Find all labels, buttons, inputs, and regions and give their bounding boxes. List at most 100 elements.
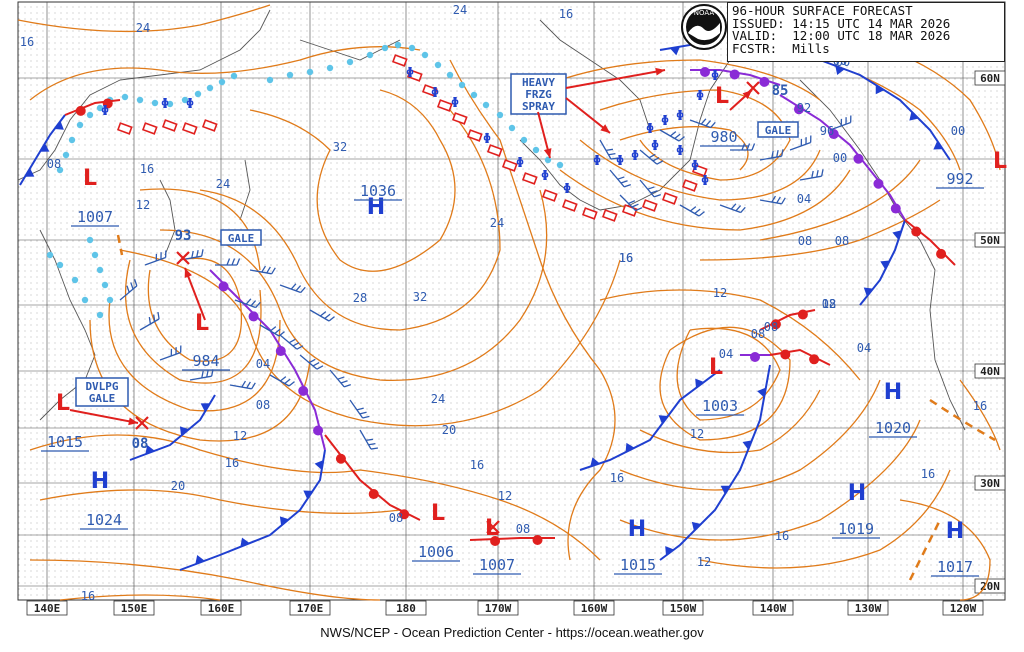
wind-barb xyxy=(328,316,335,322)
front-symbol xyxy=(911,226,922,237)
trough-line xyxy=(929,398,996,442)
wind-barb xyxy=(255,301,261,308)
lon-label-box xyxy=(477,600,519,616)
forecast-pressure-label: 85 xyxy=(772,83,789,99)
lon-label: 160E xyxy=(208,602,235,615)
isobar-label: 20 xyxy=(442,423,456,437)
wind-barb xyxy=(266,266,271,274)
front-symbol xyxy=(757,387,766,398)
ice-edge-dot xyxy=(346,58,354,66)
wind-barb xyxy=(656,160,664,165)
isobar-label: 16 xyxy=(619,251,633,265)
wind-barb xyxy=(119,285,138,301)
isobar-label: 16 xyxy=(610,471,624,485)
isobar-label: 96 xyxy=(820,124,834,138)
lon-label: 140W xyxy=(760,602,787,615)
isobar xyxy=(599,289,861,381)
wind-barb xyxy=(340,380,348,384)
freezing-spray-box xyxy=(421,84,438,97)
freezing-spray-icon: Φ xyxy=(593,154,601,169)
wind-barb xyxy=(288,338,296,344)
front-symbol xyxy=(691,521,702,532)
freezing-spray-icon: Φ xyxy=(186,97,194,112)
wind-barb xyxy=(157,311,160,320)
ice-edge-dot xyxy=(151,99,159,107)
ice-edge-dot xyxy=(434,61,442,69)
front-symbol xyxy=(742,440,752,450)
isobar xyxy=(676,327,781,421)
wind-barb xyxy=(608,153,616,156)
front-symbol xyxy=(200,403,211,412)
wind-barb xyxy=(735,205,742,212)
forecast-title: 96-HOUR SURFACE FORECAST xyxy=(732,3,913,18)
wind-barb xyxy=(316,365,324,370)
freezing-spray-box xyxy=(561,199,578,212)
isobar-label: 16 xyxy=(20,35,34,49)
freezing-spray-icon: Φ xyxy=(516,156,524,171)
isobar-label: 24 xyxy=(453,3,467,17)
wind-barb xyxy=(309,309,330,322)
coastline xyxy=(239,159,251,221)
freezing-spray-icon: Φ xyxy=(646,122,654,137)
wind-barb xyxy=(617,176,625,180)
front-symbol xyxy=(873,178,884,189)
movement-arrow xyxy=(565,97,611,134)
ice-edge-dot xyxy=(86,111,94,119)
isobar-label: 12 xyxy=(690,427,704,441)
wind-barb xyxy=(811,170,814,179)
trough-line xyxy=(116,234,124,256)
ice-edge-dot xyxy=(56,166,64,174)
freezing-spray-icon: Φ xyxy=(691,159,699,174)
wind-barb xyxy=(781,149,784,157)
wind-barb xyxy=(279,284,301,294)
isobar-label: 12 xyxy=(136,198,150,212)
gale-warning-text: GALE xyxy=(228,232,255,245)
lon-label-box xyxy=(752,600,794,616)
ice-edge-dot xyxy=(86,236,94,244)
wind-barb xyxy=(741,143,746,151)
freezing-spray-box xyxy=(201,119,218,132)
footer-credit: NWS/NCEP - Ocean Prediction Center - htt… xyxy=(320,625,704,640)
lon-label: 160W xyxy=(581,602,608,615)
wind-barb xyxy=(308,358,316,364)
wind-barb xyxy=(679,204,700,217)
front-symbol xyxy=(275,346,286,357)
ice-edge-dot xyxy=(56,261,64,269)
wind-barb xyxy=(288,381,295,387)
wind-barb xyxy=(269,326,277,332)
isobar-label: 32 xyxy=(333,140,347,154)
isobar xyxy=(89,319,311,442)
wind-barb xyxy=(362,415,370,419)
wind-barb xyxy=(274,328,281,335)
isobar xyxy=(619,379,881,491)
isobar xyxy=(559,59,821,101)
low-pressure-center: L xyxy=(56,391,70,416)
wind-barb xyxy=(269,374,290,387)
wind-barb xyxy=(746,143,751,151)
front-symbol xyxy=(729,69,740,80)
lat-label-box xyxy=(974,363,1006,379)
movement-arrow-head xyxy=(543,148,552,158)
freezing-spray-box xyxy=(601,209,618,222)
wind-barb xyxy=(189,375,212,381)
central-pressure-value: 1006 xyxy=(418,543,454,561)
developing-gale-warning-box xyxy=(75,377,129,407)
freezing-spray-box xyxy=(641,199,658,212)
storm-track-arrow-head xyxy=(184,268,192,278)
ice-edge-dot xyxy=(121,93,129,101)
logo-text: NOAA xyxy=(694,9,715,17)
forecaster: FCSTR: Mills xyxy=(732,40,830,56)
warm-front xyxy=(904,219,956,266)
wind-barb xyxy=(719,204,741,214)
high-pressure-center: H xyxy=(946,519,964,544)
ice-edge-dot xyxy=(206,84,214,92)
lon-label: 180 xyxy=(396,602,416,615)
lat-label: 50N xyxy=(980,234,1000,247)
front-symbol xyxy=(720,485,731,495)
wind-barb xyxy=(730,203,737,210)
developing-gale-warning-text: DVLPG xyxy=(85,380,118,393)
ice-edge-dot xyxy=(96,266,104,274)
freezing-spray-box xyxy=(391,54,408,67)
ice-edge-dot xyxy=(544,156,552,164)
